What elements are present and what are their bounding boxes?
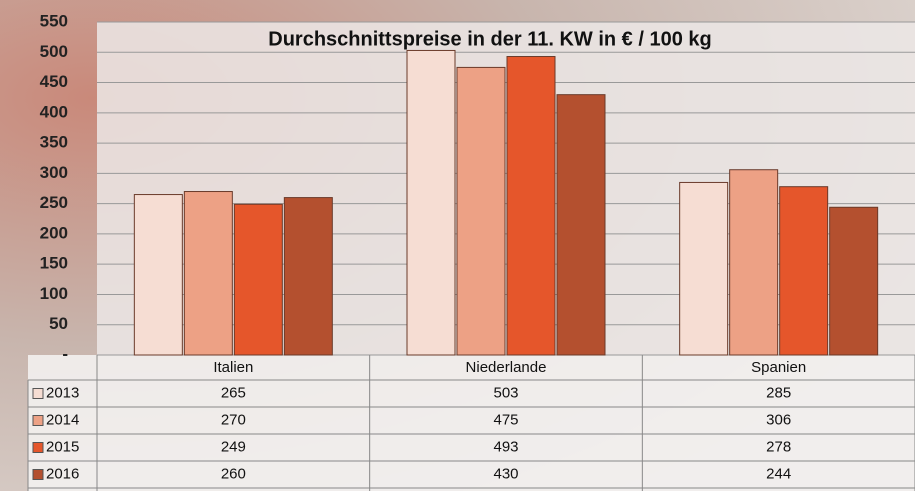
- table-value: 430: [493, 465, 518, 482]
- y-tick-label: 100: [40, 284, 68, 303]
- y-tick-label: 550: [40, 11, 68, 30]
- table-value: 244: [766, 465, 791, 482]
- bar: [779, 186, 829, 356]
- y-tick-label: 500: [40, 42, 68, 61]
- legend-swatch: [32, 442, 44, 453]
- chart-title: Durchschnittspreise in der 11. KW in € /…: [268, 28, 711, 50]
- table-value: 503: [493, 384, 518, 401]
- y-tick-label: 150: [40, 254, 68, 273]
- bar: [183, 191, 233, 356]
- table-value: 270: [221, 411, 246, 428]
- y-tick-label: 250: [40, 193, 68, 212]
- y-tick-label: 350: [40, 133, 68, 152]
- data-table: [28, 355, 915, 491]
- table-value: 285: [766, 384, 791, 401]
- bar: [233, 203, 283, 356]
- bar: [506, 56, 556, 356]
- bar: [133, 194, 183, 356]
- table-value: 475: [493, 411, 518, 428]
- y-tick-label: 400: [40, 102, 68, 121]
- bar: [729, 169, 779, 356]
- bar: [283, 197, 333, 356]
- legend-label: 2013: [46, 384, 79, 401]
- table-value: 493: [493, 438, 518, 455]
- table-value: 260: [221, 465, 246, 482]
- x-tick-label: Spanien: [751, 359, 806, 376]
- y-tick-label: 300: [40, 163, 68, 182]
- legend-swatch: [32, 415, 44, 426]
- bar: [456, 66, 506, 356]
- y-tick-label: 50: [49, 314, 68, 333]
- y-tick-label: 450: [40, 72, 68, 91]
- legend-label: 2016: [46, 465, 79, 482]
- bar: [679, 181, 729, 356]
- y-tick-label: -: [62, 344, 68, 363]
- plot-area: [97, 22, 915, 355]
- bar: [829, 206, 879, 356]
- x-tick-label: Niederlande: [466, 359, 547, 376]
- legend-label: 2014: [46, 411, 79, 428]
- bar: [556, 94, 606, 356]
- table-value: 306: [766, 411, 791, 428]
- legend-swatch: [32, 388, 44, 399]
- table-value: 265: [221, 384, 246, 401]
- bar: [406, 49, 456, 356]
- legend-label: 2015: [46, 438, 79, 455]
- legend-swatch: [32, 469, 44, 480]
- table-value: 278: [766, 438, 791, 455]
- table-value: 249: [221, 438, 246, 455]
- x-tick-label: Italien: [213, 359, 253, 376]
- y-tick-label: 200: [40, 223, 68, 242]
